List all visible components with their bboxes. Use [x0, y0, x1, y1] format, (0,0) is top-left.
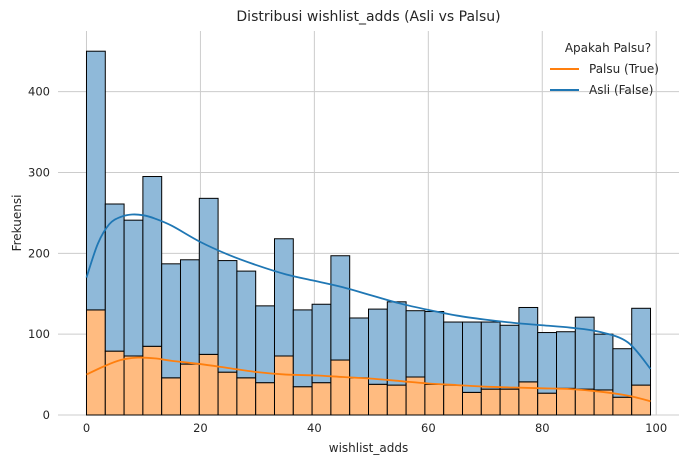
bar-palsu	[462, 391, 482, 416]
bar-asli	[368, 308, 388, 385]
bar-palsu	[386, 384, 407, 416]
bar-asli	[349, 317, 370, 379]
x-tick-label: 0	[83, 421, 90, 435]
bar-palsu	[574, 388, 595, 416]
bar-asli	[217, 260, 238, 373]
chart-title: Distribusi wishlist_adds (Asli vs Palsu)	[236, 9, 500, 25]
y-tick-label: 0	[43, 408, 50, 422]
bar-palsu	[161, 377, 181, 416]
bar-asli	[386, 301, 407, 386]
bar-palsu	[537, 392, 558, 416]
bar-asli	[85, 50, 106, 311]
bar-asli	[462, 321, 482, 393]
bar-asli	[405, 310, 426, 378]
bar-palsu	[236, 377, 257, 416]
bar-asli	[480, 321, 501, 390]
legend-label: Asli (False)	[589, 83, 653, 97]
bar-palsu	[556, 387, 576, 416]
bar-asli	[330, 255, 351, 361]
bar-palsu	[480, 388, 501, 416]
bar-asli	[424, 311, 445, 385]
kde-curves	[85, 213, 652, 403]
bar-asli	[236, 270, 257, 379]
bar-palsu	[518, 381, 539, 416]
y-axis-label: Frekuensi	[10, 195, 24, 252]
x-tick-label: 80	[535, 421, 550, 435]
bar-palsu	[273, 355, 294, 416]
bar-palsu	[424, 383, 445, 416]
legend-label: Palsu (True)	[589, 62, 659, 76]
bar-palsu	[349, 377, 370, 416]
bar-asli	[311, 303, 332, 384]
kde-line	[85, 213, 652, 370]
x-tick-label: 40	[307, 421, 322, 435]
bar-asli	[556, 331, 576, 389]
bar-palsu	[142, 345, 163, 416]
x-tick-label: 20	[193, 421, 208, 435]
bar-palsu	[123, 355, 144, 416]
legend: Apakah Palsu? Palsu (True) Asli (False)	[550, 41, 659, 97]
bar-palsu	[499, 388, 520, 416]
bar-palsu	[443, 384, 464, 416]
y-axis-ticks: 0 100 200 300 400	[28, 85, 50, 422]
bar-asli	[142, 176, 163, 347]
bar-palsu	[85, 309, 106, 416]
bar-asli	[537, 332, 558, 394]
bar-palsu	[330, 359, 351, 416]
x-axis-ticks: 0 20 40 60 80 100	[83, 421, 667, 435]
y-tick-label: 100	[28, 327, 50, 341]
kde-line	[86, 356, 651, 403]
bar-asli	[631, 307, 652, 386]
bar-palsu	[217, 371, 238, 416]
bar-asli	[255, 305, 275, 384]
bar-asli	[612, 348, 633, 398]
bar-asli	[443, 321, 464, 386]
legend-title: Apakah Palsu?	[565, 41, 651, 55]
bar-palsu	[612, 396, 633, 416]
bar-asli	[198, 197, 219, 355]
bar-asli	[273, 238, 294, 357]
y-tick-label: 400	[28, 85, 50, 99]
bar-asli	[179, 259, 200, 365]
bar-asli	[123, 219, 144, 357]
bar-palsu	[179, 363, 200, 416]
y-tick-label: 300	[28, 165, 50, 179]
x-tick-label: 60	[421, 421, 436, 435]
bar-palsu	[292, 386, 313, 416]
y-tick-label: 200	[28, 246, 50, 260]
x-tick-label: 100	[645, 421, 667, 435]
bar-palsu	[368, 383, 388, 416]
x-axis-label: wishlist_adds	[329, 441, 408, 455]
bar-asli	[593, 333, 614, 391]
bar-asli	[518, 306, 539, 383]
bar-palsu	[255, 382, 275, 416]
bar-asli	[499, 324, 520, 390]
bar-palsu	[311, 382, 332, 416]
